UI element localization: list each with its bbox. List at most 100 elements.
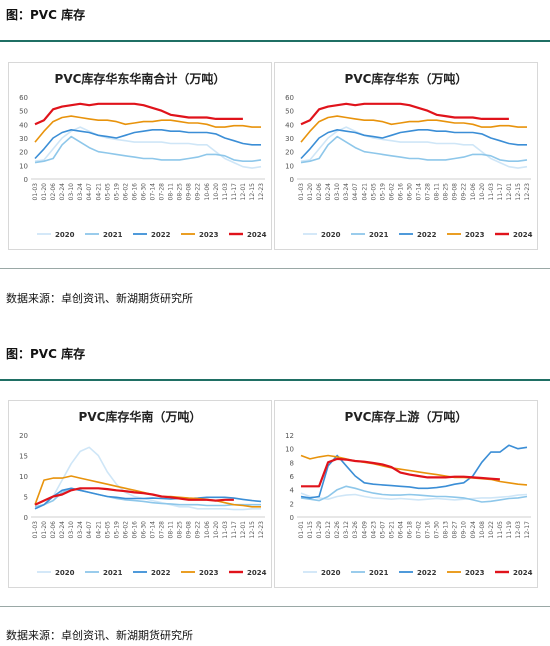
x-tick-label: 10-06 [204, 183, 211, 201]
x-tick-label: 12-01 [506, 183, 513, 201]
chart-panel-east: PVC库存华东（万吨） 0 10 20 30 40 50 60 01-03 01-20 02-06 0… [274, 62, 538, 250]
legend-label-2020: 2020 [321, 231, 341, 239]
x-tick-label: 12-17 [524, 521, 531, 539]
x-tick-label: 12-01 [240, 183, 247, 201]
x-tick-label: 11-05 [497, 521, 504, 539]
chart-title: PVC库存华南（万吨） [79, 409, 202, 424]
x-tick-label: 12-23 [258, 521, 265, 539]
x-tick-label: 06-30 [140, 183, 147, 201]
x-tick-label: 08-25 [443, 183, 450, 201]
series-line-2020 [300, 126, 528, 169]
legend-label-2023: 2023 [465, 231, 485, 239]
x-tick-label: 04-21 [95, 521, 102, 539]
y-tick-label: 6 [290, 473, 295, 481]
section-2-source: 数据来源：卓创资讯、新湖期货研究所 [6, 629, 193, 642]
section-2-top-rule [0, 379, 550, 381]
x-tick-label: 05-19 [113, 521, 120, 539]
y-tick-label: 40 [285, 121, 294, 129]
x-tick-label: 01-20 [41, 521, 48, 539]
x-tick-label: 01-01 [298, 521, 305, 539]
x-tick-label: 11-17 [497, 183, 504, 201]
x-tick-label: 02-06 [50, 521, 57, 539]
y-tick-label: 50 [285, 108, 294, 116]
x-tick-label: 11-03 [222, 183, 229, 201]
x-tick-label: 08-11 [168, 183, 175, 201]
x-tick-label: 02-24 [325, 183, 332, 201]
y-tick-label: 20 [19, 149, 28, 157]
series-line-2022 [34, 129, 261, 160]
x-tick-label: 10-22 [488, 521, 495, 539]
chart-panel-upstream: PVC库存上游（万吨） 0 2 4 6 8 10 12 01-01 01-15 01-29 02-12… [274, 400, 538, 588]
y-tick-label: 0 [290, 176, 294, 184]
x-tick-label: 02-24 [59, 183, 66, 201]
section-1-source: 数据来源：卓创资讯、新湖期货研究所 [6, 292, 193, 305]
legend-label-2021: 2021 [369, 569, 389, 577]
legend-label-2021: 2021 [103, 569, 123, 577]
x-tick-label: 11-17 [231, 183, 238, 201]
x-tick-label: 05-05 [104, 521, 111, 539]
y-tick-label: 30 [285, 135, 294, 143]
series-line-2021 [34, 135, 262, 164]
x-tick-label: 01-29 [316, 521, 323, 539]
x-tick-label: 02-24 [59, 521, 66, 539]
y-tick-label: 20 [19, 432, 28, 440]
x-tick-label: 06-16 [131, 183, 138, 201]
section-2-title: 图：PVC 库存 [6, 347, 86, 361]
y-tick-label: 0 [24, 514, 28, 522]
x-tick-label: 06-04 [397, 521, 404, 539]
x-tick-label: 10-06 [470, 183, 477, 201]
x-tick-label: 04-23 [370, 521, 377, 539]
x-tick-label: 04-07 [352, 183, 359, 201]
series-line-2021 [300, 135, 528, 164]
x-tick-label: 08-25 [177, 183, 184, 201]
x-tick-label: 07-28 [425, 183, 432, 201]
x-tick-label: 06-30 [406, 183, 413, 201]
section-1-title: 图：PVC 库存 [6, 8, 86, 22]
x-tick-label: 07-28 [159, 183, 166, 201]
chart-upstream: PVC库存上游（万吨） 0 2 4 6 8 10 12 01-01 01-15 01-29 02-12… [285, 409, 533, 577]
x-tick-label: 07-14 [416, 183, 423, 201]
y-tick-label: 20 [285, 149, 294, 157]
x-tick-label: 03-24 [343, 183, 350, 201]
series-line-2020 [300, 492, 528, 501]
legend-label-2022: 2022 [417, 231, 437, 239]
x-tick-label: 06-18 [406, 521, 413, 539]
y-tick-label: 5 [24, 494, 28, 502]
legend-label-2023: 2023 [199, 231, 219, 239]
x-tick-label: 07-16 [425, 521, 432, 539]
x-tick-label: 03-10 [68, 521, 75, 539]
x-tick-label: 09-08 [452, 183, 459, 201]
y-tick-label: 10 [19, 162, 28, 170]
y-tick-label: 60 [285, 94, 294, 102]
x-tick-label: 05-05 [104, 183, 111, 201]
x-tick-label: 05-07 [379, 521, 386, 539]
x-tick-label: 01-03 [32, 183, 39, 201]
x-tick-label: 07-14 [150, 521, 157, 539]
x-tick-label: 02-06 [50, 183, 57, 201]
x-tick-label: 07-02 [416, 521, 423, 539]
x-tick-label: 01-15 [307, 521, 314, 539]
x-tick-label: 12-23 [258, 183, 265, 201]
x-tick-label: 08-27 [452, 521, 459, 539]
x-tick-label: 06-02 [388, 183, 395, 201]
y-tick-label: 60 [19, 94, 28, 102]
x-tick-label: 10-20 [479, 183, 486, 201]
y-tick-label: 0 [290, 514, 294, 522]
x-tick-label: 06-02 [122, 183, 129, 201]
x-tick-label: 03-26 [352, 521, 359, 539]
x-tick-label: 04-07 [86, 521, 93, 539]
x-tick-label: 10-08 [479, 521, 486, 539]
series-line-2021 [300, 485, 528, 503]
legend-label-2020: 2020 [321, 569, 341, 577]
section-2-bottom-rule [0, 606, 550, 607]
legend-label-2020: 2020 [55, 231, 75, 239]
x-tick-label: 06-16 [131, 521, 138, 539]
x-tick-label: 09-22 [461, 183, 468, 201]
section-1-bottom-rule [0, 268, 550, 269]
x-tick-label: 12-03 [515, 521, 522, 539]
x-tick-label: 11-03 [222, 521, 229, 539]
x-tick-label: 12-15 [515, 183, 522, 201]
x-tick-label: 05-05 [370, 183, 377, 201]
x-tick-label: 11-03 [488, 183, 495, 201]
